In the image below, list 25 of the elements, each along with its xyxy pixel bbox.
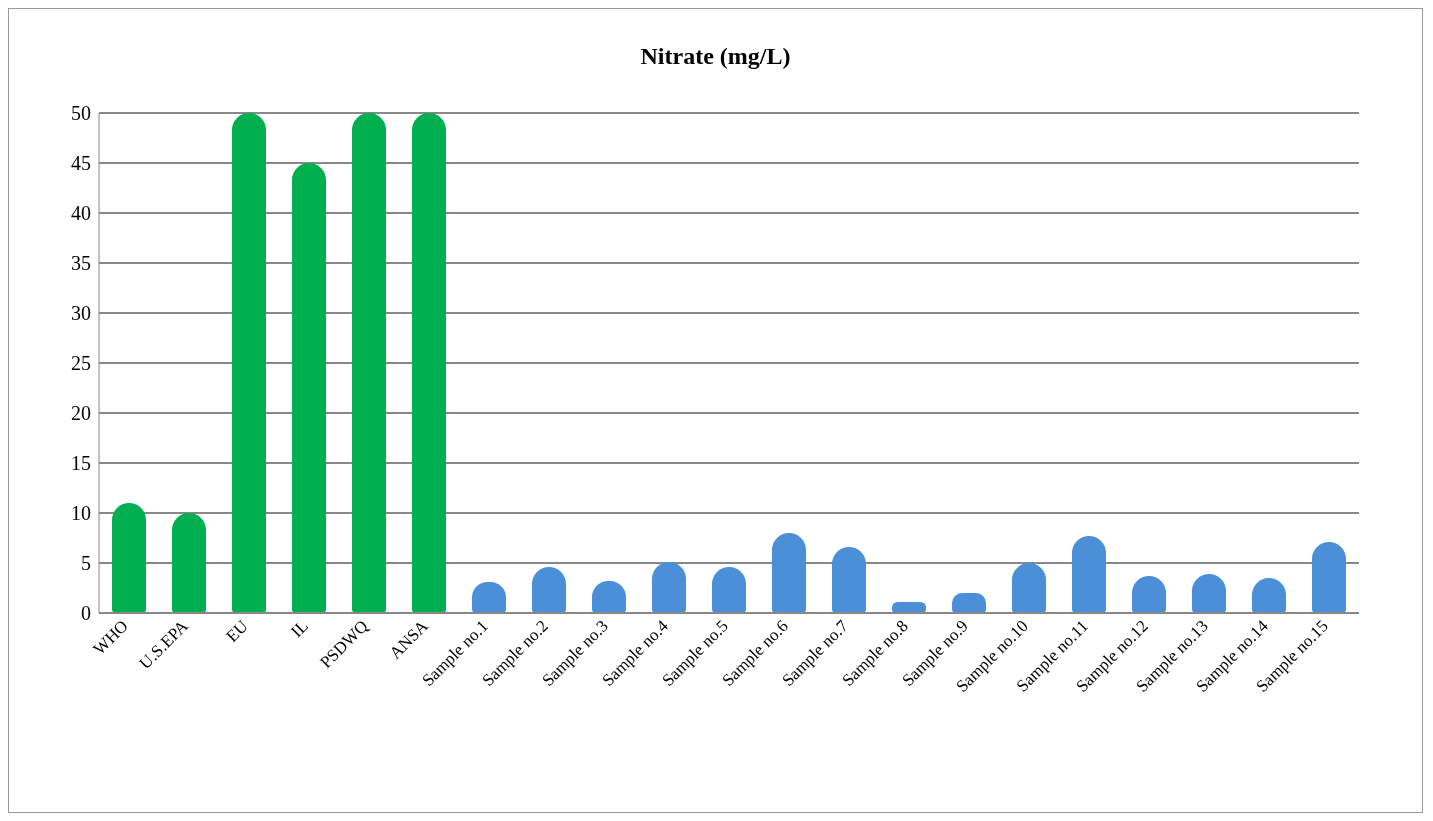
y-tick-label: 35 [71, 252, 91, 275]
y-tick-label: 0 [81, 602, 91, 625]
y-tick-label: 10 [71, 502, 91, 525]
bar [292, 163, 326, 613]
y-tick-label: 40 [71, 202, 91, 225]
y-tick-label: 30 [71, 302, 91, 325]
bar [352, 113, 386, 613]
y-tick-label: 25 [71, 352, 91, 375]
bar [412, 113, 446, 613]
x-tick-label: IL [287, 616, 312, 642]
y-tick-label: 50 [71, 102, 91, 125]
bar [832, 547, 866, 613]
bar [1072, 536, 1106, 613]
y-tick-label: 5 [81, 552, 91, 575]
bar [232, 113, 266, 613]
bar [172, 513, 206, 613]
chart-title: Nitrate (mg/L) [639, 42, 792, 71]
y-tick-label: 15 [71, 452, 91, 475]
bar [1312, 542, 1346, 613]
y-tick-label: 20 [71, 402, 91, 425]
y-tick-label: 45 [71, 152, 91, 175]
bar [112, 503, 146, 613]
bar [892, 602, 926, 613]
x-tick-label: EU [222, 616, 252, 646]
bar [772, 533, 806, 613]
